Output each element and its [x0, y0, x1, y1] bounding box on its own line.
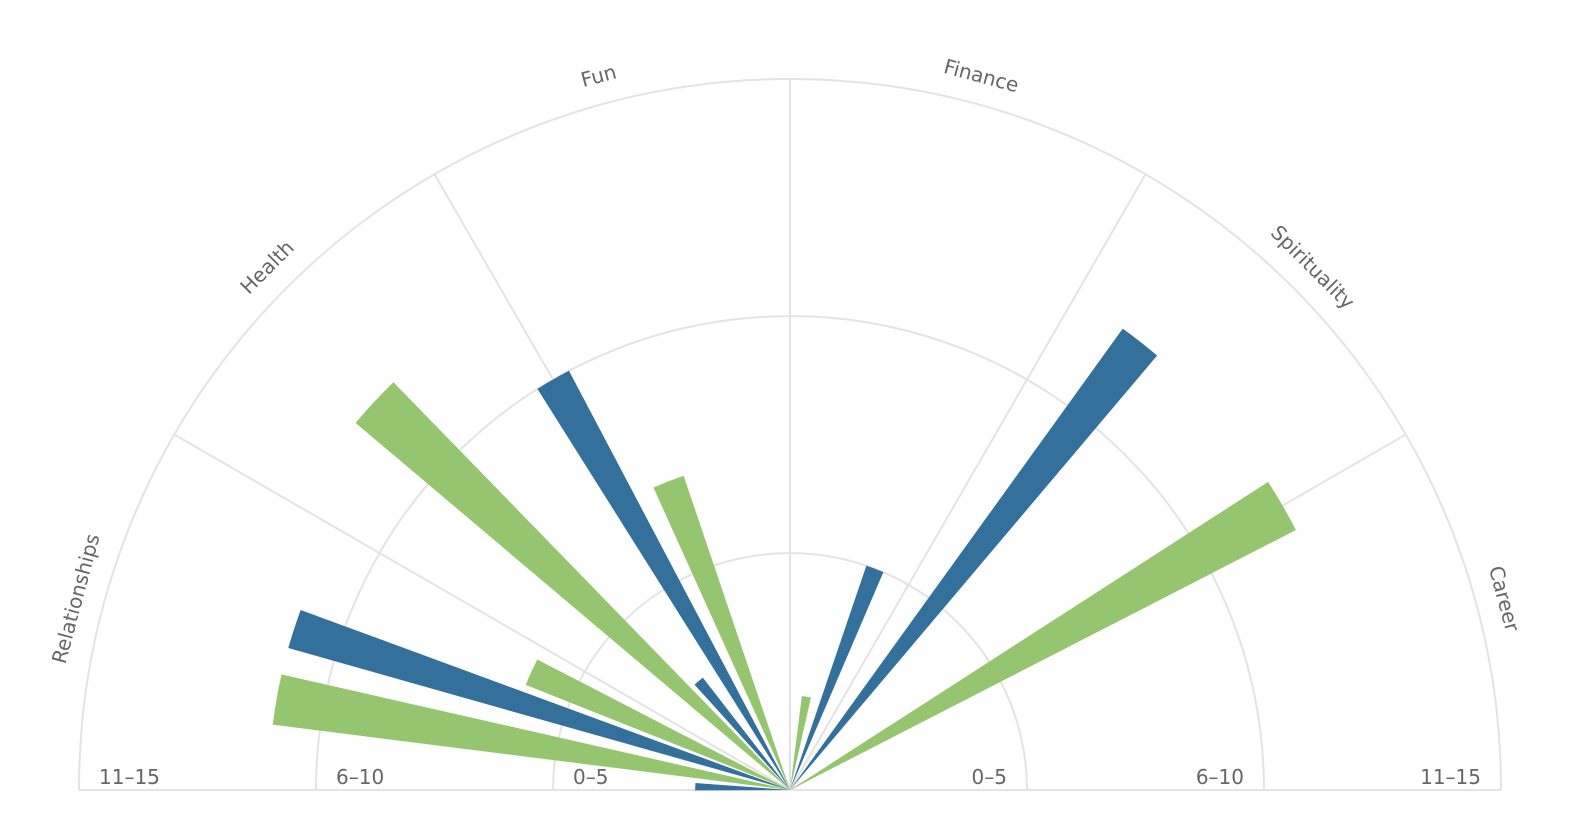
category-label-health: Health: [235, 235, 298, 298]
ring-label-right-3: 11–15: [1420, 765, 1481, 789]
ring-label-right-2: 6–10: [1196, 765, 1244, 789]
ring-label-right-1: 0–5: [972, 765, 1007, 789]
ring-label-left-3: 11–15: [99, 765, 160, 789]
category-label-spirituality: Spirituality: [1266, 220, 1360, 314]
bar-relationships-series-1: [695, 783, 790, 791]
bar-spirituality-series-2: [790, 695, 812, 790]
bar-finance-series-2: [653, 475, 790, 790]
bar-health-series-1: [288, 609, 790, 790]
grid-spoke-1: [173, 433, 791, 791]
category-label-relationships: Relationships: [47, 531, 105, 666]
category-label-finance: Finance: [941, 54, 1021, 97]
bar-health-series-2: [525, 659, 790, 790]
bar-fun-series-2: [355, 382, 790, 790]
bar-relationships-series-2: [272, 674, 790, 790]
bar-finance-series-1: [537, 370, 790, 790]
bars-layer: [272, 328, 1296, 791]
bar-career-series-1: [790, 328, 1158, 790]
grid-spoke-4: [789, 173, 1147, 791]
ring-label-left-2: 6–10: [336, 765, 384, 789]
category-label-career: Career: [1484, 563, 1525, 635]
bar-career-series-2: [790, 481, 1296, 790]
ring-label-left-1: 0–5: [573, 765, 608, 789]
labels-layer: Relationships Health Fun Finance Spiritualit…: [47, 54, 1525, 789]
bar-spirituality-series-1: [790, 565, 884, 790]
bar-fun-series-1: [694, 677, 790, 790]
category-label-fun: Fun: [578, 59, 619, 91]
